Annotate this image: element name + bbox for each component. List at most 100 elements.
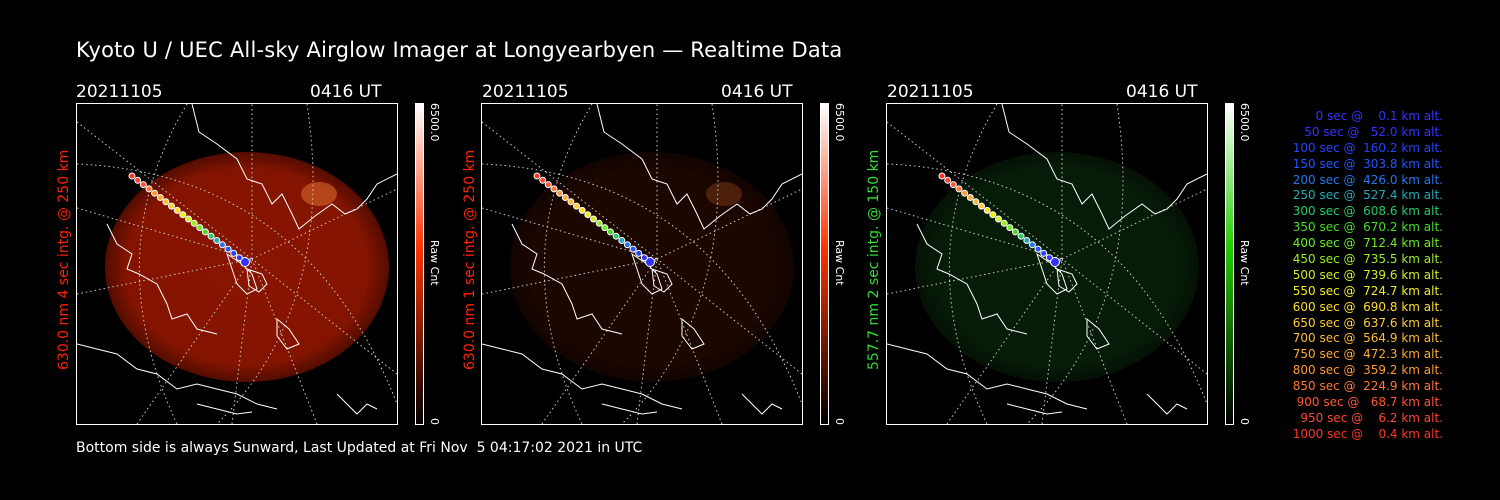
- trajectory-point: [139, 181, 147, 189]
- panel-1-colorbar-unit: Raw Cnt: [428, 240, 441, 286]
- trajectory-point: [645, 257, 655, 267]
- panel-3-date: 20211105: [887, 82, 974, 102]
- panel-2-colorbar-unit: Raw Cnt: [833, 240, 846, 286]
- trajectory-point: [578, 206, 586, 214]
- latlon-grid: [77, 104, 397, 424]
- panel-2-time: 0416 UT: [721, 82, 793, 102]
- trajectory-point: [623, 241, 631, 249]
- trajectory-point: [151, 189, 159, 197]
- trajectory-point: [590, 215, 597, 223]
- trajectory-point: [972, 198, 980, 206]
- trajectory-point: [213, 237, 221, 244]
- trajectory-point: [1023, 237, 1031, 244]
- trajectory-point: [235, 254, 243, 262]
- trajectory-point: [584, 211, 592, 219]
- trajectory-point: [201, 228, 209, 236]
- trajectory-point: [1034, 245, 1042, 253]
- trajectory-point: [533, 172, 541, 180]
- trajectory-point: [207, 232, 215, 240]
- trajectory-point: [185, 215, 192, 223]
- panel-2-colorbar-max: 6500.0: [833, 103, 846, 142]
- panel-1-image: [76, 103, 398, 425]
- trajectory-point: [966, 194, 974, 201]
- coastline: [887, 104, 1207, 415]
- latlon-grid: [887, 104, 1207, 424]
- legend-row: 350 sec @ 670.2 km alt.: [1288, 220, 1443, 235]
- legend-row: 950 sec @ 6.2 km alt.: [1296, 410, 1443, 425]
- trajectory-point: [190, 219, 198, 227]
- trajectory-point: [173, 206, 181, 214]
- trajectory-point: [1045, 254, 1053, 262]
- panel-3-ylabel: 557.7 nm 2 sec intg. @ 150 km: [866, 149, 882, 370]
- trajectory-point: [561, 194, 569, 201]
- trajectory-point: [955, 185, 963, 193]
- trajectory-point: [218, 241, 226, 249]
- trajectory-point: [1028, 241, 1036, 249]
- trajectory-point: [168, 202, 175, 210]
- panel-1-colorbar-min: 0: [428, 418, 441, 425]
- trajectory-point: [556, 189, 564, 197]
- trajectory-point: [550, 185, 558, 193]
- panel-2-ylabel: 630.0 nm 1 sec intg. @ 250 km: [462, 149, 478, 370]
- trajectory-legend: 0 sec @ 0.1 km alt. 50 sec @ 52.0 km alt…: [1268, 109, 1443, 443]
- coastline: [482, 104, 802, 415]
- trajectory-point: [230, 249, 238, 257]
- legend-row: 200 sec @ 426.0 km alt.: [1288, 172, 1443, 187]
- trajectory-point: [944, 176, 952, 184]
- legend-row: 250 sec @ 527.4 km alt.: [1288, 188, 1443, 203]
- trajectory-point: [544, 181, 552, 189]
- panel-3-colorbar-unit: Raw Cnt: [1238, 240, 1251, 286]
- panel-2-colorbar: [820, 103, 829, 425]
- trajectory-point: [1000, 219, 1008, 227]
- legend-row: 600 sec @ 690.8 km alt.: [1288, 299, 1443, 314]
- legend-row: 50 sec @ 52.0 km alt.: [1296, 124, 1443, 139]
- trajectory-point: [240, 257, 250, 267]
- legend-row: 650 sec @ 637.6 km alt.: [1288, 315, 1443, 330]
- trajectory-point: [961, 189, 969, 197]
- panel-3-colorbar-max: 6500.0: [1238, 103, 1251, 142]
- panel-1-time: 0416 UT: [310, 82, 382, 102]
- latlon-grid: [482, 104, 802, 424]
- trajectory-point: [1050, 257, 1060, 267]
- allsky-map: [482, 104, 802, 424]
- legend-row: 850 sec @ 224.9 km alt.: [1288, 379, 1443, 394]
- trajectory-point: [162, 198, 170, 206]
- trajectory-point: [179, 211, 187, 219]
- trajectory-point: [196, 224, 204, 232]
- legend-row: 1000 sec @ 0.4 km alt.: [1292, 426, 1443, 441]
- panel-3-colorbar-min: 0: [1238, 418, 1251, 425]
- legend-row: 500 sec @ 739.6 km alt.: [1288, 267, 1443, 282]
- legend-row: 800 sec @ 359.2 km alt.: [1288, 363, 1443, 378]
- panel-3-colorbar: [1225, 103, 1234, 425]
- trajectory-point: [612, 232, 620, 240]
- trajectory-point: [145, 185, 153, 193]
- trajectory-point: [1017, 232, 1025, 240]
- trajectory-point: [629, 245, 637, 253]
- trajectory-point: [995, 215, 1002, 223]
- legend-row: 300 sec @ 608.6 km alt.: [1288, 204, 1443, 219]
- legend-row: 450 sec @ 735.5 km alt.: [1288, 252, 1443, 267]
- trajectory-point: [595, 219, 603, 227]
- aurora-patch: [706, 182, 742, 206]
- trajectory-point: [640, 254, 648, 262]
- legend-row: 750 sec @ 472.3 km alt.: [1288, 347, 1443, 362]
- page-title: Kyoto U / UEC All-sky Airglow Imager at …: [76, 38, 843, 62]
- footer-status: Bottom side is always Sunward, Last Upda…: [76, 440, 643, 456]
- trajectory-point: [1040, 249, 1048, 257]
- panel-1-date: 20211105: [76, 82, 163, 102]
- panel-1-ylabel: 630.0 nm 4 sec intg. @ 250 km: [56, 149, 72, 370]
- trajectory-point: [978, 202, 985, 210]
- allsky-map: [77, 104, 397, 424]
- trajectory-point: [134, 176, 142, 184]
- legend-row: 900 sec @ 68.7 km alt.: [1292, 395, 1443, 410]
- trajectory-point: [635, 249, 643, 257]
- trajectory-point: [606, 228, 614, 236]
- trajectory-point: [938, 172, 946, 180]
- legend-row: 0 sec @ 0.1 km alt.: [1304, 109, 1443, 123]
- trajectory-point: [601, 224, 609, 232]
- trajectory-point: [989, 211, 997, 219]
- trajectory-point: [1006, 224, 1014, 232]
- trajectory-point: [539, 176, 547, 184]
- trajectory-point: [573, 202, 580, 210]
- panel-2-image: [481, 103, 803, 425]
